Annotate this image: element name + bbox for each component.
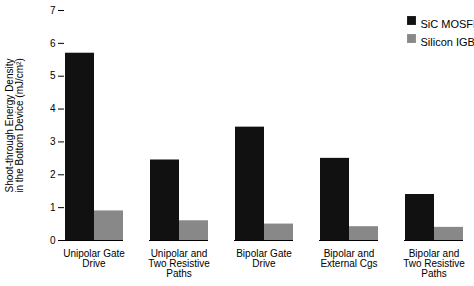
svg-text:Silicon IGBT: Silicon IGBT (421, 36, 474, 48)
svg-text:6: 6 (50, 38, 56, 49)
svg-text:2: 2 (50, 169, 56, 180)
svg-text:3: 3 (50, 136, 56, 147)
svg-text:Bipolar andTwo ResistivePaths: Bipolar andTwo ResistivePaths (403, 248, 465, 279)
svg-text:7: 7 (50, 5, 56, 16)
svg-text:0: 0 (50, 235, 56, 246)
svg-text:1: 1 (50, 202, 56, 213)
svg-text:Bipolar andExternal Cgs: Bipolar andExternal Cgs (320, 248, 377, 269)
svg-text:Unipolar andTwo ResistivePaths: Unipolar andTwo ResistivePaths (148, 248, 210, 279)
svg-text:Shoot-through Energy Densityin: Shoot-through Energy Densityin the Botto… (4, 58, 25, 192)
svg-text:SiC MOSFET: SiC MOSFET (421, 18, 474, 30)
svg-text:4: 4 (50, 103, 56, 114)
svg-text:Bipolar GateDrive: Bipolar GateDrive (236, 248, 292, 269)
svg-text:Unipolar GateDrive: Unipolar GateDrive (63, 248, 125, 269)
svg-text:5: 5 (50, 70, 56, 81)
